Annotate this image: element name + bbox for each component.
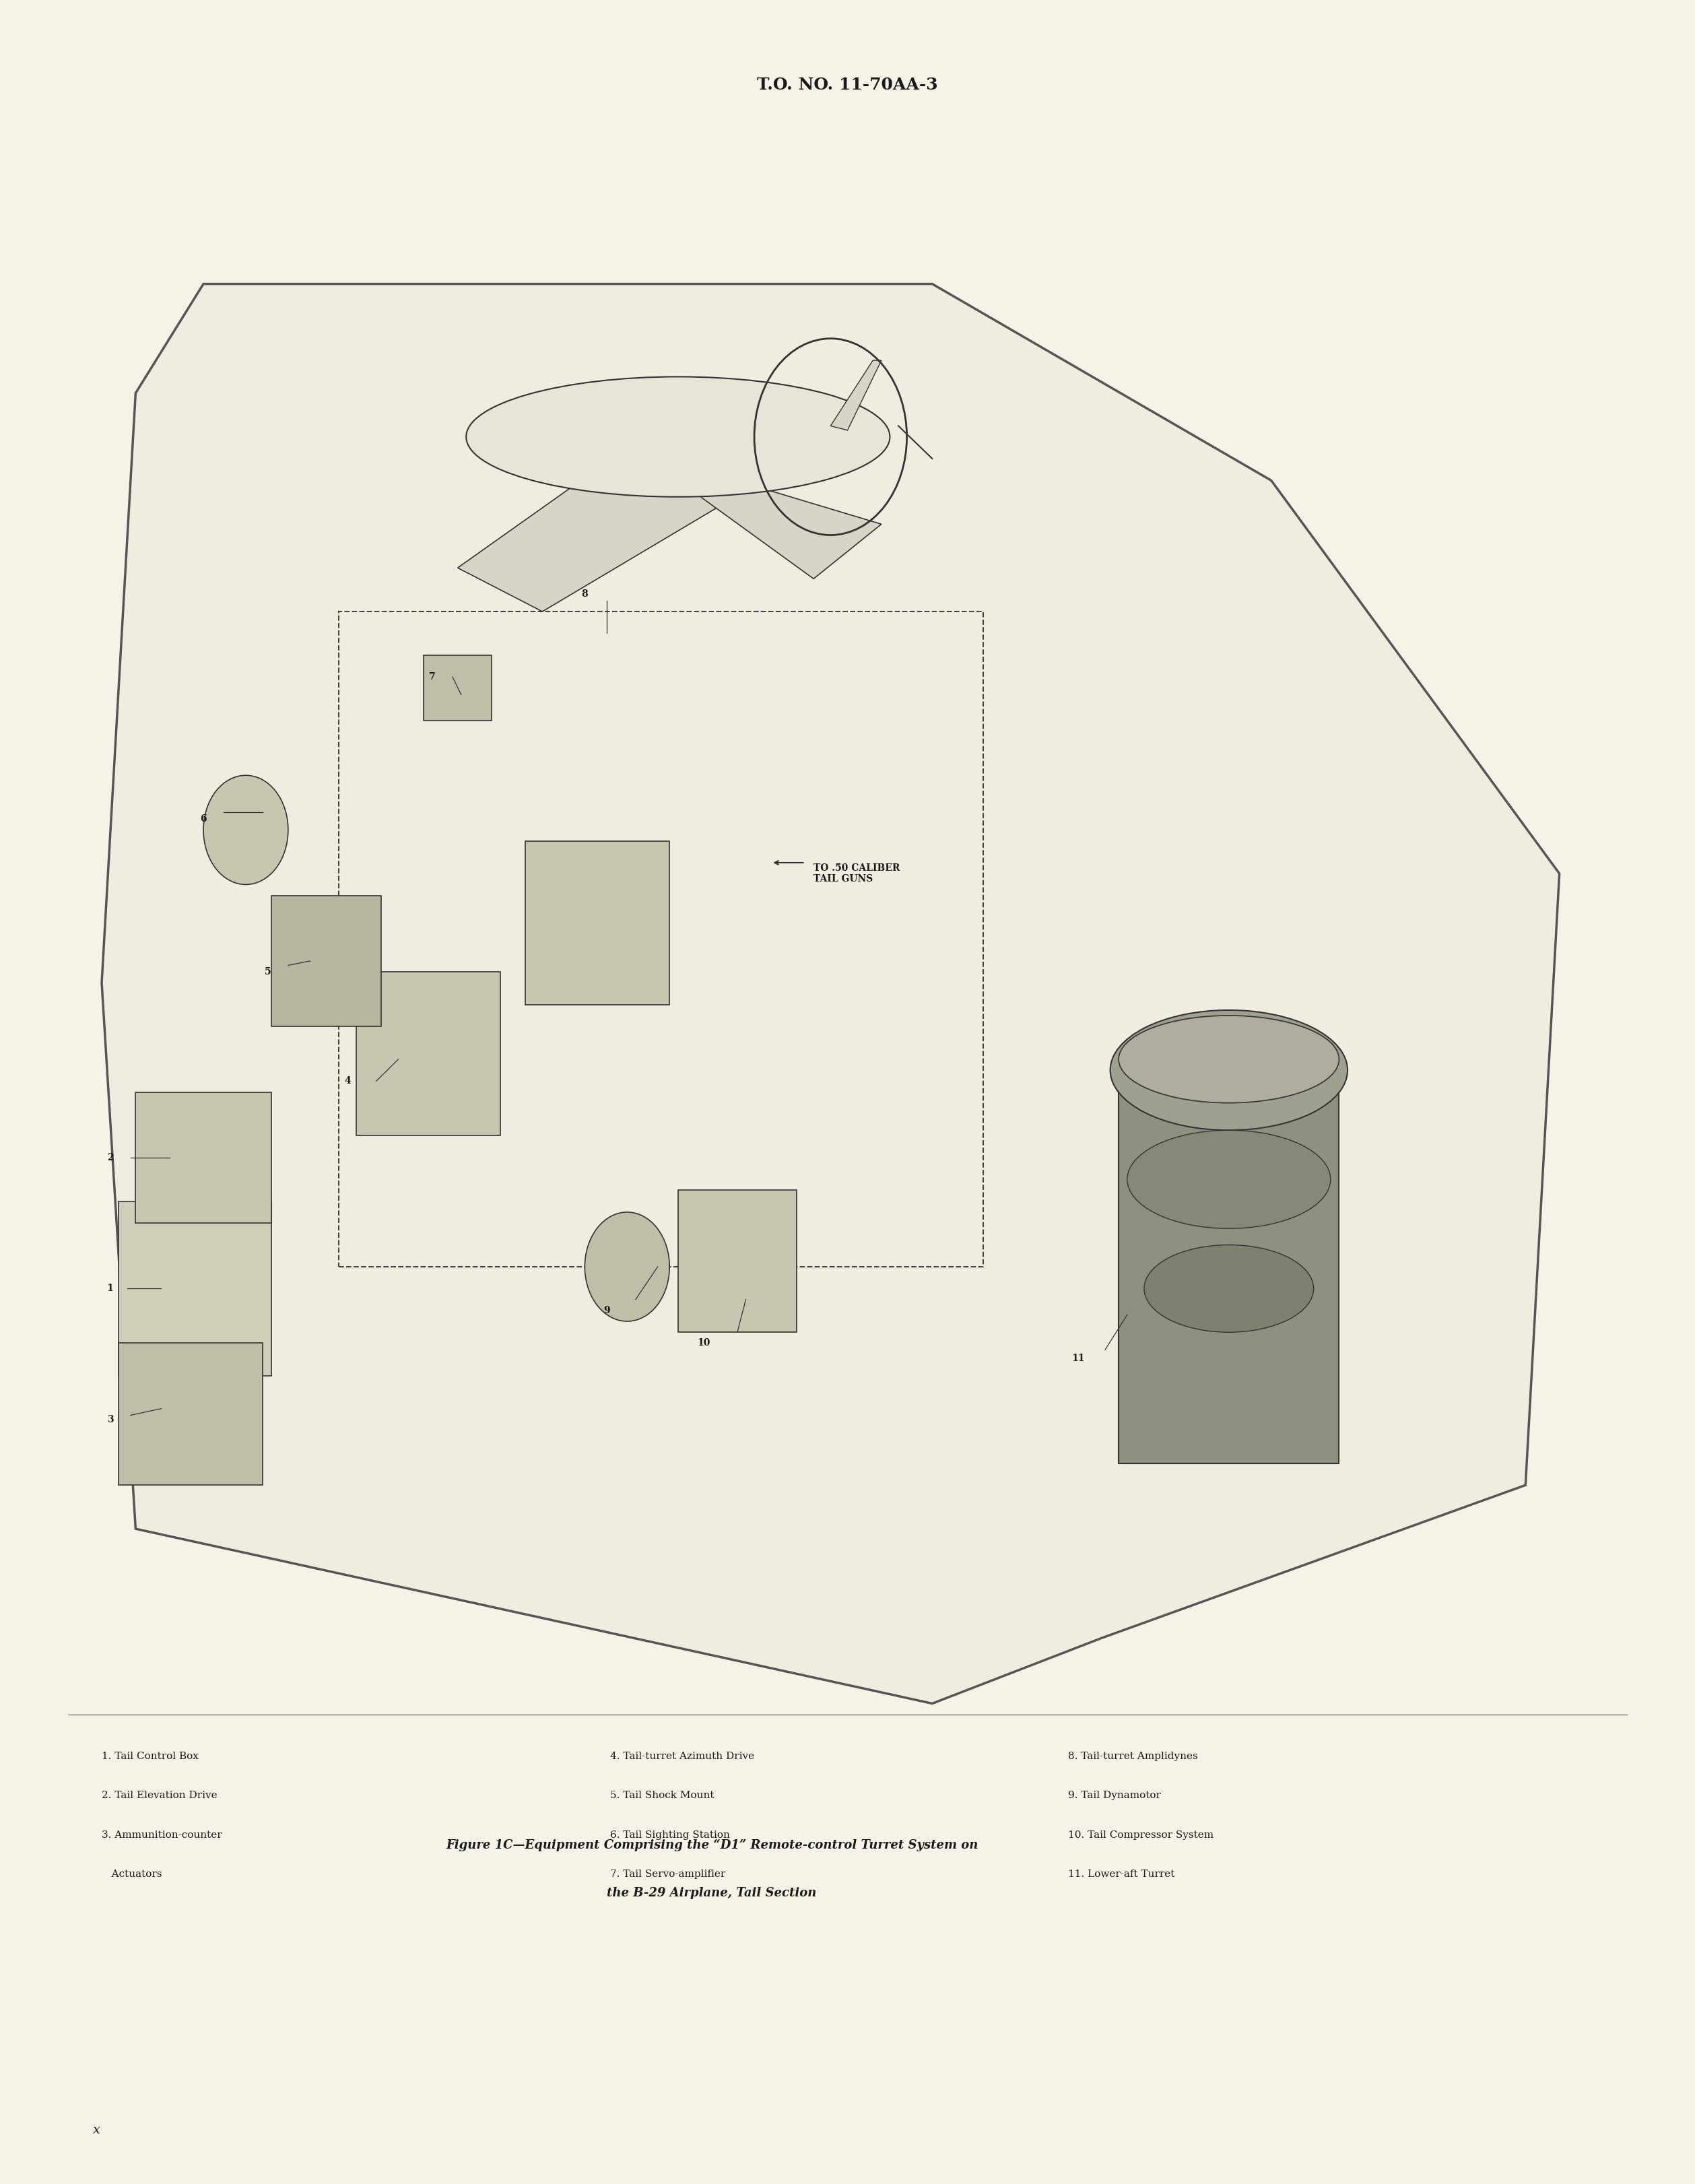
Text: 9: 9 (603, 1306, 610, 1315)
Ellipse shape (1127, 1131, 1331, 1227)
FancyBboxPatch shape (525, 841, 670, 1005)
Text: 6: 6 (200, 815, 207, 823)
Text: 7. Tail Servo-amplifier: 7. Tail Servo-amplifier (610, 1870, 725, 1878)
Polygon shape (627, 448, 881, 579)
Text: 11: 11 (1071, 1354, 1085, 1363)
Text: x: x (93, 2123, 100, 2136)
Polygon shape (102, 284, 1559, 1704)
FancyBboxPatch shape (271, 895, 381, 1026)
Text: 10: 10 (697, 1339, 710, 1348)
FancyBboxPatch shape (119, 1343, 263, 1485)
Circle shape (585, 1212, 670, 1321)
Ellipse shape (466, 378, 890, 498)
Circle shape (203, 775, 288, 885)
Polygon shape (458, 426, 763, 612)
Bar (1119, 1070, 1339, 1463)
Text: 1. Tail Control Box: 1. Tail Control Box (102, 1752, 198, 1760)
Text: the B-29 Airplane, Tail Section: the B-29 Airplane, Tail Section (607, 1887, 817, 1900)
Text: 8. Tail-turret Amplidynes: 8. Tail-turret Amplidynes (1068, 1752, 1198, 1760)
Text: 5. Tail Shock Mount: 5. Tail Shock Mount (610, 1791, 714, 1800)
Text: 7: 7 (429, 673, 436, 681)
Text: 4: 4 (344, 1077, 351, 1085)
Text: 5: 5 (264, 968, 271, 976)
Text: 8: 8 (581, 590, 588, 598)
Bar (424, 655, 492, 721)
Text: 3: 3 (107, 1415, 114, 1424)
Ellipse shape (1144, 1245, 1314, 1332)
FancyBboxPatch shape (136, 1092, 271, 1223)
FancyBboxPatch shape (356, 972, 500, 1136)
Ellipse shape (1119, 1016, 1339, 1103)
Text: Actuators: Actuators (102, 1870, 163, 1878)
Text: 6. Tail Sighting Station: 6. Tail Sighting Station (610, 1830, 731, 1839)
Text: 10. Tail Compressor System: 10. Tail Compressor System (1068, 1830, 1214, 1839)
Bar (339, 612, 983, 1267)
Text: Figure 1C—Equipment Comprising the “D1” Remote-control Turret System on: Figure 1C—Equipment Comprising the “D1” … (446, 1839, 978, 1852)
Text: TO .50 CALIBER
TAIL GUNS: TO .50 CALIBER TAIL GUNS (814, 863, 900, 885)
Polygon shape (831, 360, 881, 430)
Text: 2. Tail Elevation Drive: 2. Tail Elevation Drive (102, 1791, 217, 1800)
Ellipse shape (1110, 1009, 1348, 1131)
FancyBboxPatch shape (678, 1190, 797, 1332)
FancyBboxPatch shape (119, 1201, 271, 1376)
Text: T.O. NO. 11-70AA-3: T.O. NO. 11-70AA-3 (758, 76, 937, 92)
Text: 2: 2 (107, 1153, 114, 1162)
Text: 11. Lower-aft Turret: 11. Lower-aft Turret (1068, 1870, 1175, 1878)
Text: 3. Ammunition-counter: 3. Ammunition-counter (102, 1830, 222, 1839)
Text: 4. Tail-turret Azimuth Drive: 4. Tail-turret Azimuth Drive (610, 1752, 754, 1760)
Text: 1: 1 (107, 1284, 114, 1293)
Text: 9. Tail Dynamotor: 9. Tail Dynamotor (1068, 1791, 1161, 1800)
